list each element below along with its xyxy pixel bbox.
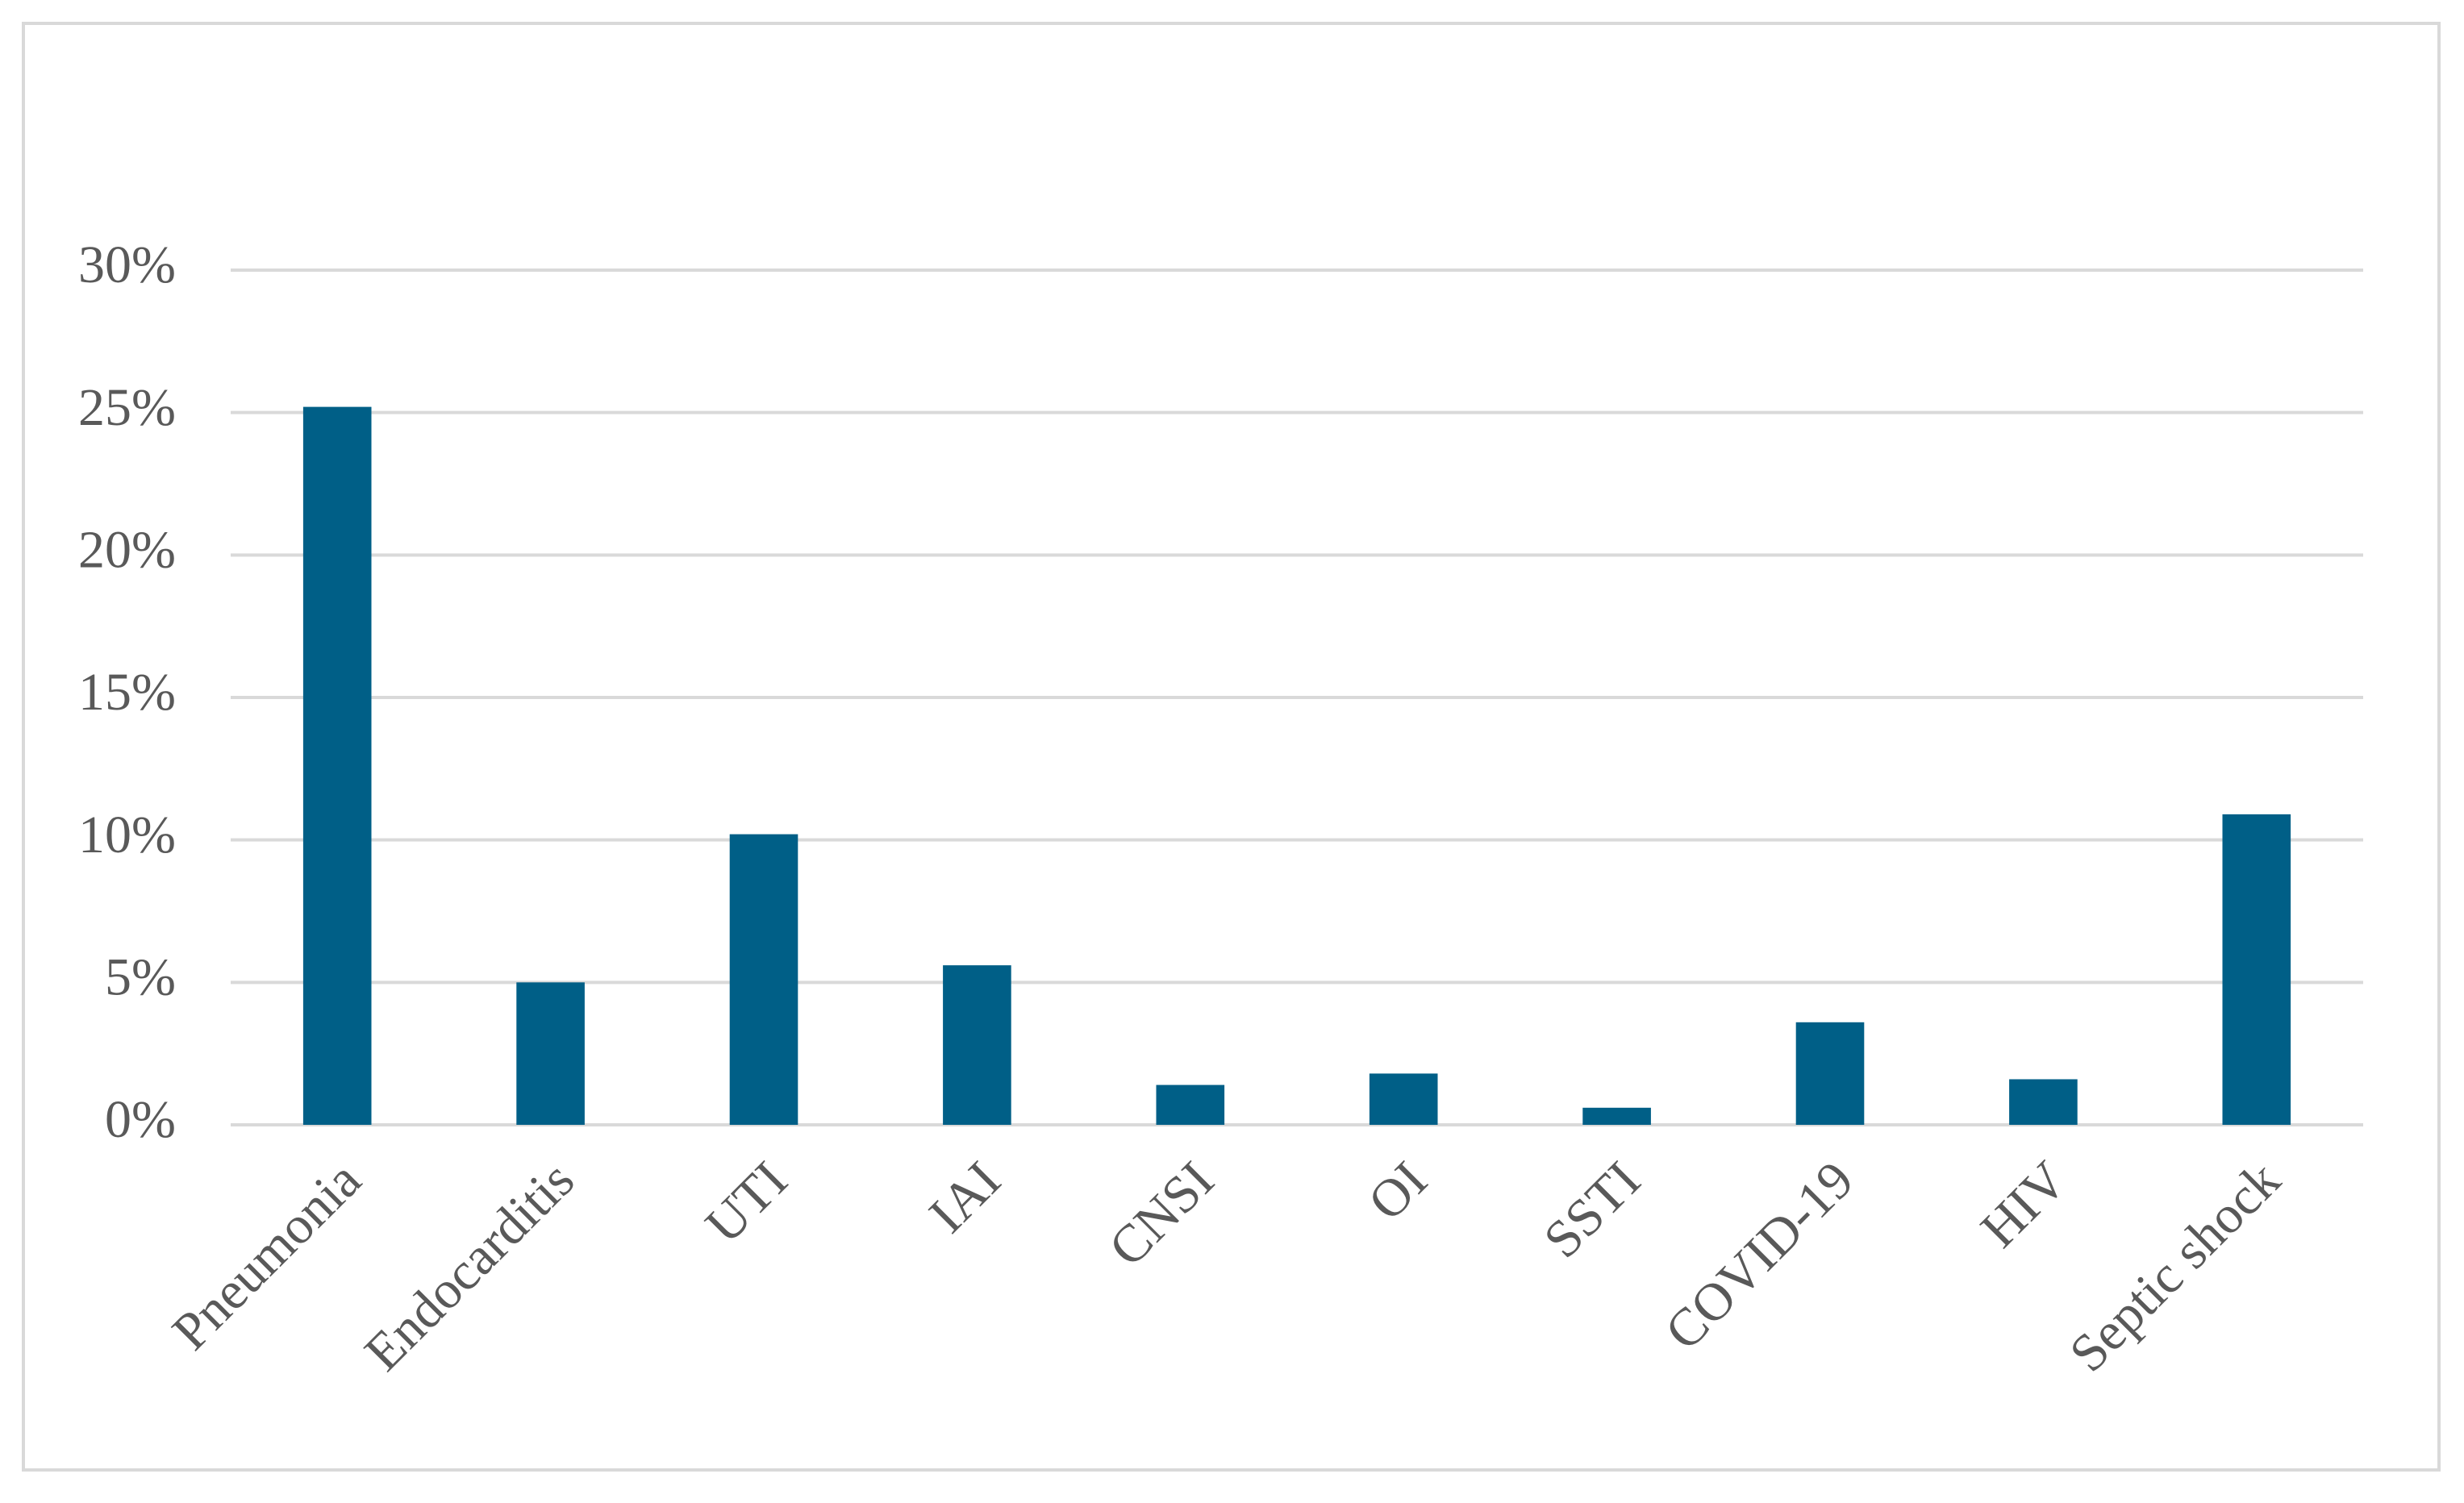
bar (1156, 1085, 1225, 1125)
y-tick-label: 25% (78, 378, 176, 437)
bar (1369, 1073, 1438, 1125)
bar (516, 982, 585, 1125)
y-tick-label: 5% (105, 947, 176, 1006)
y-tick-label: 30% (78, 235, 176, 294)
chart-frame (22, 22, 2441, 1472)
bar (1795, 1022, 1865, 1125)
y-tick-label: 20% (78, 520, 176, 579)
bar (943, 965, 1011, 1125)
y-tick-label: 0% (105, 1090, 176, 1149)
bar (1582, 1107, 1651, 1125)
bar (302, 406, 372, 1126)
y-tick-label: 10% (78, 806, 176, 864)
bar (729, 834, 798, 1125)
y-tick-label: 15% (78, 663, 176, 722)
bar (2009, 1079, 2078, 1125)
bar (2222, 814, 2291, 1125)
